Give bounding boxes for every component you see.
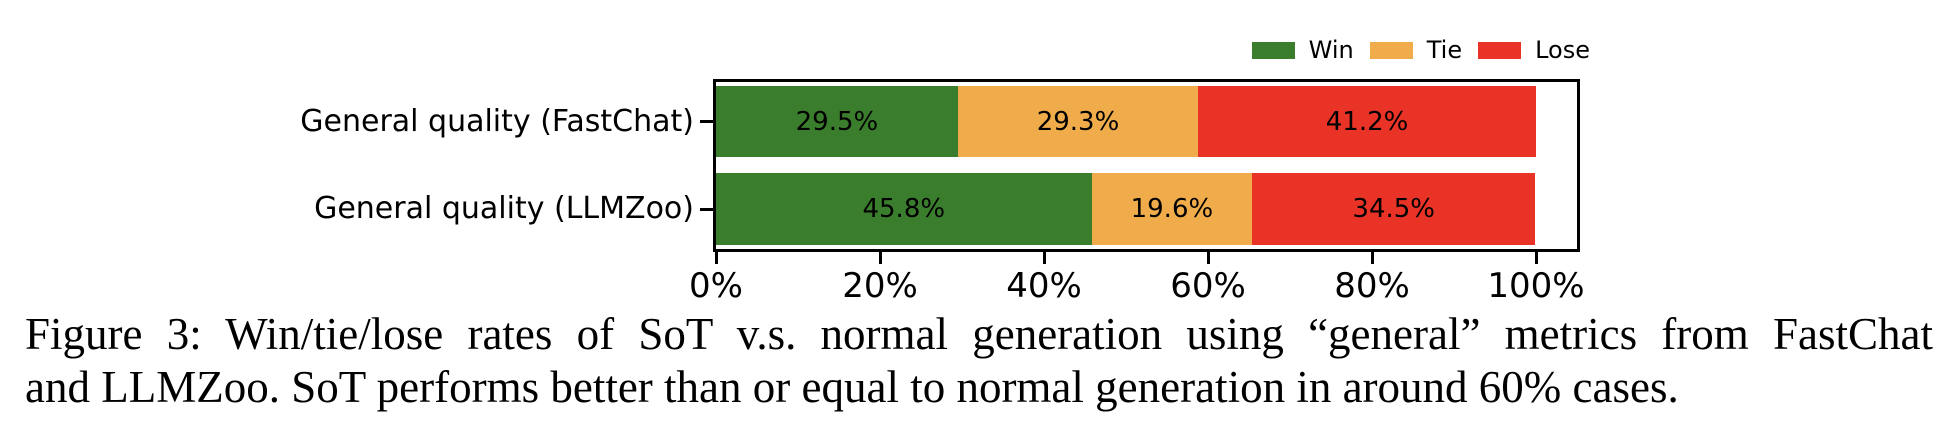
x-tick-label: 20% bbox=[842, 266, 918, 306]
value-label: 45.8% bbox=[862, 194, 946, 224]
x-tick-label: 0% bbox=[689, 266, 743, 306]
legend-swatch-lose bbox=[1478, 41, 1522, 59]
legend-label: Lose bbox=[1535, 36, 1590, 64]
legend-item-tie: Tie bbox=[1369, 36, 1463, 64]
caption-line-2: and LLMZoo. SoT performs better than or … bbox=[25, 362, 1679, 412]
y-axis-label: General quality (FastChat) bbox=[300, 103, 694, 139]
value-label: 29.3% bbox=[1036, 106, 1120, 137]
legend-label: Win bbox=[1308, 36, 1354, 64]
bar-row: 29.5% 29.3% 41.2% bbox=[716, 86, 1577, 157]
bar-segment-lose: 41.2% bbox=[1198, 86, 1536, 157]
plot-area: 29.5% 29.3% 41.2% 45.8% 19.6% 34.5% bbox=[713, 79, 1580, 252]
value-label: 34.5% bbox=[1352, 194, 1436, 224]
x-tick bbox=[1042, 252, 1046, 264]
bar-segment-lose: 34.5% bbox=[1252, 173, 1536, 245]
x-tick bbox=[1370, 252, 1374, 264]
caption-line-1: Figure 3: Win/tie/lose rates of SoT v.s.… bbox=[25, 309, 1933, 359]
x-tick bbox=[878, 252, 882, 264]
bar-segment-tie: 29.3% bbox=[957, 86, 1199, 157]
legend: Win Tie Lose bbox=[1236, 38, 1590, 62]
x-tick-label: 40% bbox=[1006, 266, 1082, 306]
bar-segment-win: 45.8% bbox=[716, 173, 1092, 245]
value-label: 19.6% bbox=[1130, 194, 1214, 224]
bar-row: 45.8% 19.6% 34.5% bbox=[716, 173, 1577, 245]
x-tick-label: 80% bbox=[1334, 266, 1410, 306]
legend-item-win: Win bbox=[1251, 36, 1354, 64]
bar-segment-win: 29.5% bbox=[716, 86, 958, 157]
y-axis-label: General quality (LLMZoo) bbox=[314, 191, 694, 226]
x-tick-label: 100% bbox=[1487, 266, 1585, 306]
legend-swatch-win bbox=[1251, 41, 1295, 59]
x-tick bbox=[714, 252, 718, 264]
value-label: 41.2% bbox=[1325, 106, 1409, 137]
x-tick-label: 60% bbox=[1170, 266, 1246, 306]
y-tick bbox=[700, 120, 713, 123]
figure-caption: Figure 3: Win/tie/lose rates of SoT v.s.… bbox=[25, 308, 1933, 414]
plot-inner: 29.5% 29.3% 41.2% 45.8% 19.6% 34.5% bbox=[716, 82, 1577, 249]
y-tick bbox=[700, 207, 713, 211]
legend-item-lose: Lose bbox=[1478, 38, 1590, 62]
bar-segment-tie: 19.6% bbox=[1091, 173, 1253, 245]
x-tick bbox=[1534, 252, 1538, 264]
legend-swatch-tie bbox=[1369, 41, 1413, 59]
value-label: 29.5% bbox=[795, 106, 879, 137]
x-tick bbox=[1206, 252, 1210, 264]
legend-label: Tie bbox=[1426, 36, 1463, 64]
